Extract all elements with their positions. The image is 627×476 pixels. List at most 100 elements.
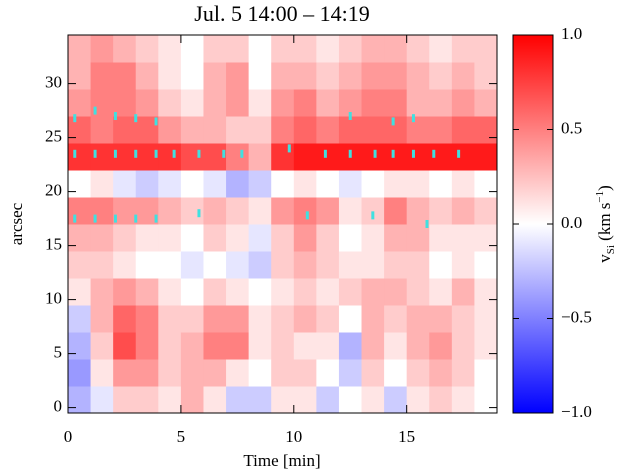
heatmap-cell	[226, 170, 250, 198]
heatmap-cell	[474, 62, 498, 90]
heatmap-cell	[135, 89, 159, 117]
x-tick-label: 5	[177, 427, 186, 446]
heatmap-cell	[474, 305, 498, 333]
heatmap-cell	[474, 386, 498, 414]
heatmap-cell	[384, 170, 408, 198]
marker	[93, 106, 97, 115]
heatmap-cell	[316, 305, 340, 333]
colorbar-label-part: v	[595, 254, 614, 263]
heatmap-cell	[271, 359, 295, 387]
heatmap-cell	[113, 170, 137, 198]
y-tick-label: 15	[45, 235, 62, 254]
heatmap-cell	[406, 278, 430, 306]
heatmap-cell	[180, 89, 204, 117]
heatmap-cell	[361, 305, 385, 333]
heatmap-cell	[361, 62, 385, 90]
heatmap-cell	[203, 305, 227, 333]
heatmap-cell	[90, 359, 114, 387]
heatmap-cell	[68, 170, 92, 198]
heatmap-cell	[135, 305, 159, 333]
heatmap-cell	[293, 359, 317, 387]
colorbar-label-part: )	[595, 185, 614, 191]
heatmap-cell	[203, 359, 227, 387]
heatmap-cell	[451, 359, 475, 387]
heatmap-cell	[384, 359, 408, 387]
heatmap-cell	[90, 170, 114, 198]
marker	[134, 149, 138, 158]
heatmap-cell	[203, 116, 227, 144]
marker	[134, 214, 138, 223]
colorbar-label-part: Si	[605, 245, 617, 254]
colorbar-tick-label: −0.5	[561, 307, 592, 326]
heatmap-cell	[203, 224, 227, 252]
heatmap-cell	[316, 170, 340, 198]
heatmap-cell	[429, 305, 453, 333]
heatmap-cell	[271, 170, 295, 198]
heatmap-cell	[384, 332, 408, 360]
colorbar-label-part: −1	[594, 191, 606, 203]
heatmap-cell	[361, 197, 385, 225]
heatmap-cell	[406, 197, 430, 225]
heatmap-cell	[135, 170, 159, 198]
y-tick-label: 30	[45, 73, 62, 92]
heatmap-cell	[406, 224, 430, 252]
heatmap-cell	[90, 35, 114, 63]
heatmap-cell	[180, 332, 204, 360]
heatmap-cell	[226, 35, 250, 63]
heatmap-cell	[271, 251, 295, 279]
heatmap-cell	[158, 386, 182, 414]
heatmap-cell	[158, 170, 182, 198]
heatmap-cell	[248, 278, 272, 306]
heatmap-cell	[226, 197, 250, 225]
heatmap-cell	[68, 89, 92, 117]
heatmap-cell	[68, 143, 92, 171]
marker	[411, 149, 415, 158]
heatmap-cell	[271, 89, 295, 117]
heatmap-cell	[180, 305, 204, 333]
heatmap-cell	[248, 89, 272, 117]
heatmap-cell	[429, 332, 453, 360]
heatmap-cell	[113, 251, 137, 279]
heatmap-cell	[316, 359, 340, 387]
heatmap-cell	[406, 170, 430, 198]
colorbar-label-part: (km s	[595, 203, 614, 246]
heatmap-cell	[180, 35, 204, 63]
heatmap-cell	[384, 278, 408, 306]
heatmap-cell	[271, 116, 295, 144]
heatmap-cell	[361, 143, 385, 171]
heatmap-cell	[474, 359, 498, 387]
heatmap-cell	[406, 251, 430, 279]
heatmap-cell	[474, 332, 498, 360]
marker	[134, 114, 138, 123]
marker	[73, 149, 77, 158]
marker	[371, 211, 375, 220]
heatmap-cell	[293, 305, 317, 333]
heatmap-cell	[90, 116, 114, 144]
heatmap-cell	[293, 224, 317, 252]
heatmap-cell	[158, 116, 182, 144]
heatmap-cell	[361, 359, 385, 387]
heatmap-cell	[451, 305, 475, 333]
heatmap-cell	[90, 332, 114, 360]
heatmap-cell	[474, 89, 498, 117]
heatmap-cell	[271, 62, 295, 90]
heatmap-cell	[68, 305, 92, 333]
heatmap-cell	[271, 197, 295, 225]
heatmap-cell	[451, 62, 475, 90]
heatmap-cell	[293, 170, 317, 198]
heatmap-cell	[158, 278, 182, 306]
heatmap-cell	[338, 224, 363, 252]
heatmap-cell	[90, 62, 114, 90]
heatmap-cell	[113, 359, 137, 387]
heatmap-cell	[474, 224, 498, 252]
heatmap-cell	[451, 224, 475, 252]
heatmap-cell	[271, 224, 295, 252]
heatmap-cell	[248, 332, 272, 360]
heatmap-cell	[226, 386, 250, 414]
marker	[348, 112, 352, 120]
heatmap-cell	[429, 89, 453, 117]
marker	[197, 209, 201, 218]
heatmap-cell	[226, 89, 250, 117]
y-axis-label: arcsec	[7, 202, 26, 245]
marker	[411, 114, 415, 123]
